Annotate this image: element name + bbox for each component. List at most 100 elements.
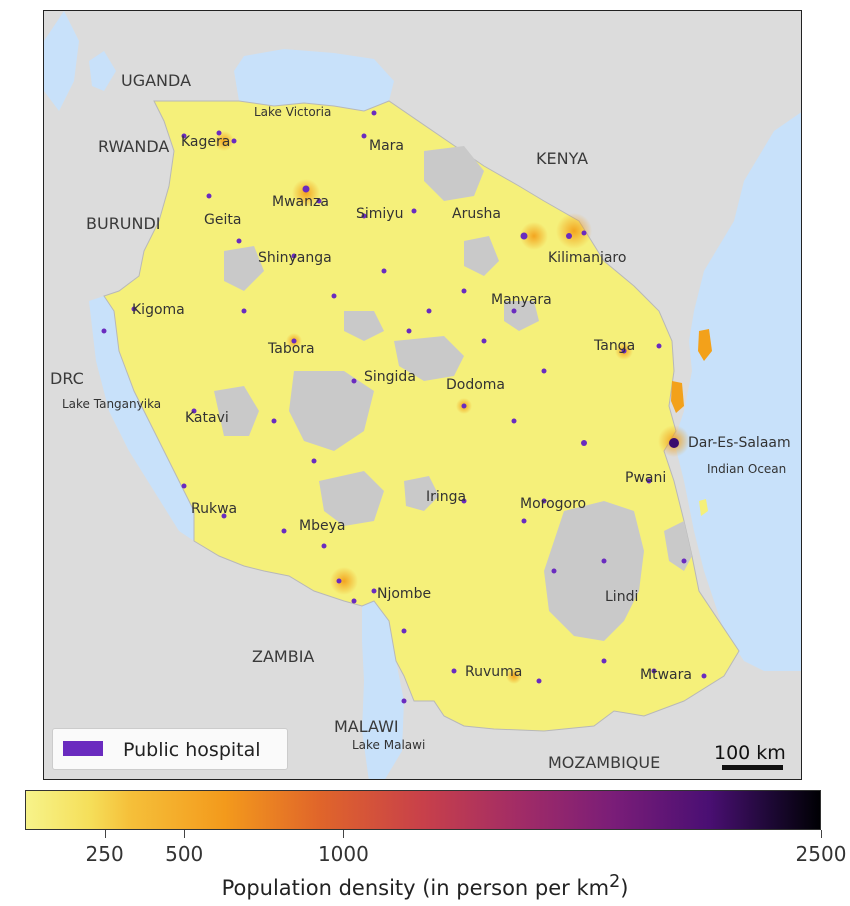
hospital-markers [101,110,707,704]
label-njombe: Njombe [377,586,432,602]
lake-west-water [44,11,79,111]
hospital-marker [371,588,377,594]
label-tabora: Tabora [268,341,315,357]
label-mwanza: Mwanza [272,194,329,210]
hospital-marker [520,232,528,240]
hospital-marker [231,138,237,144]
colorbar-title-text: Population density (in person per km [221,876,610,900]
hospital-marker [541,368,547,374]
label-arusha: Arusha [452,206,501,222]
colorbar-tick [184,830,186,838]
hospital-marker [601,558,607,564]
label-lake-victoria: Lake Victoria [254,105,332,119]
hospital-marker [221,513,227,519]
hospital-marker [451,668,457,674]
label-katavi: Katavi [185,410,229,426]
hospital-marker [701,673,707,679]
hospital-marker [651,668,657,674]
label-dodoma: Dodoma [446,377,506,393]
colorbar-title-superscript: 2 [609,872,621,892]
hospital-marker [656,343,662,349]
hospital-marker [461,288,467,294]
hospital-marker [669,438,679,448]
lake-victoria-water [234,49,394,111]
hospital-marker [411,208,417,214]
hospital-marker [241,308,247,314]
lake-north-water [89,51,116,91]
label-lake-malawi: Lake Malawi [352,738,426,752]
lake-tanganyika-water [89,296,194,541]
label-simiyu: Simiyu [356,206,404,222]
population-hotspots [214,131,690,684]
hospital-marker [461,498,467,504]
hospital-marker [511,308,517,314]
map-legend: Public hospital [52,728,288,770]
hospital-marker [581,230,587,236]
colorbar-tick [104,830,106,838]
hospital-marker [681,558,687,564]
hospital-legend-swatch [63,741,103,756]
colorbar-tick-label: 250 [85,842,124,866]
label-zambia: ZAMBIA [252,647,315,666]
zanzibar-island [671,381,684,413]
hospital-marker [131,306,137,312]
label-drc: DRC [50,369,84,388]
hospital-legend-label: Public hospital [123,739,261,761]
colorbar-tick-label: 500 [165,842,204,866]
label-mozambique: MOZAMBIQUE [548,753,661,772]
hospital-marker [621,348,627,354]
label-shinyanga: Shinyanga [258,250,332,266]
hospital-marker [551,568,557,574]
hospital-marker [401,698,407,704]
hospital-marker [331,293,337,299]
hospital-marker [101,328,107,334]
hospital-marker [236,238,242,244]
label-mtwara: Mtwara [640,667,692,683]
scale-bar [722,765,783,770]
label-kenya: KENYA [536,149,589,168]
label-mara: Mara [369,138,404,154]
hospital-marker [216,130,222,136]
colorbar-tick [821,830,822,838]
hospital-marker [191,408,197,414]
hospital-marker [291,253,297,259]
hospital-marker [281,528,287,534]
hospital-marker [302,185,310,193]
label-lake-tanganyika: Lake Tanganyika [62,397,162,411]
label-geita: Geita [204,212,242,228]
hospital-marker [336,578,342,584]
hospital-marker [291,338,297,344]
hospital-marker [541,498,547,504]
hospital-marker [481,338,487,344]
hospital-marker [361,133,367,139]
scale-bar-label: 100 km [714,742,786,764]
hospital-marker [316,198,322,204]
hospital-marker [646,478,652,484]
map-panel[interactable]: UGANDA RWANDA BURUNDI KENYA DRC ZAMBIA M… [43,10,802,780]
hospital-marker [321,543,327,549]
hospital-marker [461,403,467,409]
hospital-marker [206,193,212,199]
hospital-marker [566,233,572,239]
hospital-marker [511,418,517,424]
colorbar-title-close: ) [620,876,629,900]
label-ruvuma: Ruvuma [465,664,523,680]
no-data-areas [214,146,692,641]
label-morogoro: Morogoro [520,496,587,512]
hospital-marker [351,378,357,384]
label-lindi: Lindi [605,589,639,605]
lake-malawi-water [362,601,404,779]
label-rukwa: Rukwa [191,501,238,517]
map-canvas [44,11,801,779]
mafia-island [699,499,708,516]
label-kilimanjaro: Kilimanjaro [548,250,627,266]
colorbar-tick [343,830,345,838]
population-density-colorbar [25,790,821,830]
label-uganda: UGANDA [121,71,192,90]
label-kigoma: Kigoma [132,302,185,318]
label-burundi: BURUNDI [86,214,161,233]
hospital-marker [351,598,357,604]
label-pwani: Pwani [625,470,667,486]
hospital-marker [426,308,432,314]
hospital-marker [536,678,542,684]
